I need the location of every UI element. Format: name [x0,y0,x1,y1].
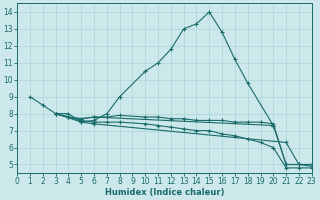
X-axis label: Humidex (Indice chaleur): Humidex (Indice chaleur) [105,188,224,197]
